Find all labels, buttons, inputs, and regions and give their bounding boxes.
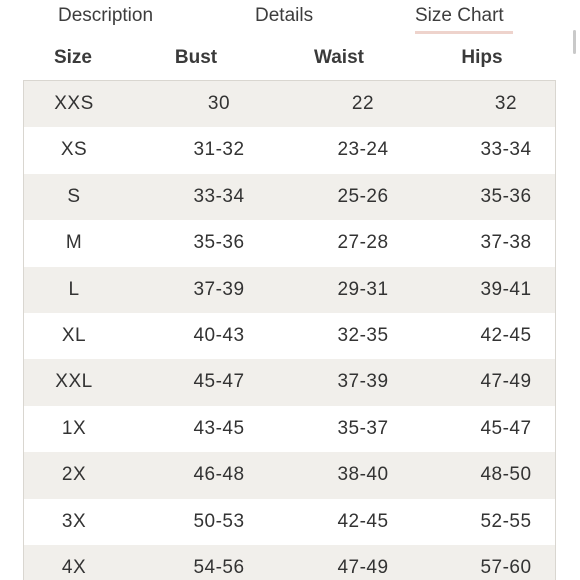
cell-hips: 39-41	[480, 278, 532, 300]
cell-waist: 22	[351, 93, 375, 114]
cell-bust: 35-36	[193, 232, 245, 254]
cell-waist: 47-49	[337, 556, 389, 578]
scrollbar[interactable]	[568, 30, 580, 58]
cell-waist: 38-40	[337, 464, 389, 486]
cell-bust: 46-48	[193, 464, 245, 486]
table-row: 2X 46-48 38-40 48-50	[24, 452, 555, 499]
cell-hips: 52-55	[480, 510, 532, 532]
cell-bust: 33-34	[193, 185, 245, 207]
header-waist: Waist	[314, 47, 364, 68]
table-row: XS 31-32 23-24 33-34	[24, 127, 555, 174]
cell-hips: 48-50	[480, 464, 532, 486]
size-chart-table: XXS 30 22 32 XS 31-32 23-24 33-34 S 33-3…	[23, 80, 556, 580]
cell-waist: 42-45	[337, 510, 389, 532]
table-row: XXS 30 22 32	[24, 81, 555, 128]
table-row: XXL 45-47 37-39 47-49	[24, 359, 555, 406]
cell-waist: 37-39	[337, 371, 389, 393]
table-row: 3X 50-53 42-45 52-55	[24, 498, 555, 545]
cell-size: 3X	[61, 510, 87, 532]
cell-size: 2X	[61, 464, 87, 486]
cell-size: XL	[61, 324, 87, 346]
table-row: S 33-34 25-26 35-36	[24, 173, 555, 221]
tab-bar: Description Details Size Chart	[0, 0, 580, 36]
cell-hips: 57-60	[480, 556, 532, 578]
cell-bust: 31-32	[193, 139, 245, 161]
header-size: Size	[53, 47, 93, 68]
cell-size: S	[67, 185, 81, 207]
cell-waist: 29-31	[337, 278, 389, 300]
cell-bust: 30	[207, 93, 231, 114]
header-hips: Hips	[461, 47, 503, 68]
cell-bust: 54-56	[193, 556, 245, 578]
cell-waist: 35-37	[337, 417, 389, 439]
cell-size: L	[68, 278, 80, 300]
cell-hips: 33-34	[480, 139, 532, 161]
cell-hips: 45-47	[480, 417, 532, 439]
cell-bust: 45-47	[193, 371, 245, 393]
cell-bust: 40-43	[193, 324, 245, 346]
table-row: L 37-39 29-31 39-41	[24, 266, 555, 313]
table-row: XL 40-43 32-35 42-45	[24, 312, 555, 360]
tab-details[interactable]: Details	[255, 5, 314, 26]
cell-size: M	[65, 232, 83, 254]
cell-size: 4X	[61, 556, 87, 578]
cell-hips: 35-36	[480, 185, 532, 207]
cell-bust: 50-53	[193, 510, 245, 532]
cell-waist: 27-28	[337, 232, 389, 254]
cell-bust: 43-45	[193, 417, 245, 439]
table-row: 1X 43-45 35-37 45-47	[24, 405, 555, 453]
table-header: Size Bust Waist Hips	[0, 43, 580, 77]
header-bust: Bust	[174, 47, 218, 68]
cell-hips: 32	[494, 93, 518, 114]
cell-size: XXS	[54, 93, 94, 114]
tab-description[interactable]: Description	[58, 5, 154, 26]
table-row: M 35-36 27-28 37-38	[24, 220, 555, 267]
active-tab-indicator	[415, 31, 513, 34]
cell-hips: 47-49	[480, 371, 532, 393]
cell-size: XXL	[55, 371, 93, 393]
cell-waist: 25-26	[337, 185, 389, 207]
cell-size: 1X	[61, 417, 87, 439]
table-row: 4X 54-56 47-49 57-60	[24, 544, 555, 580]
cell-size: XS	[60, 139, 88, 161]
cell-waist: 23-24	[337, 139, 389, 161]
cell-waist: 32-35	[337, 324, 389, 346]
cell-hips: 42-45	[480, 324, 532, 346]
cell-bust: 37-39	[193, 278, 245, 300]
cell-hips: 37-38	[480, 232, 532, 254]
tab-size-chart[interactable]: Size Chart	[415, 5, 504, 26]
